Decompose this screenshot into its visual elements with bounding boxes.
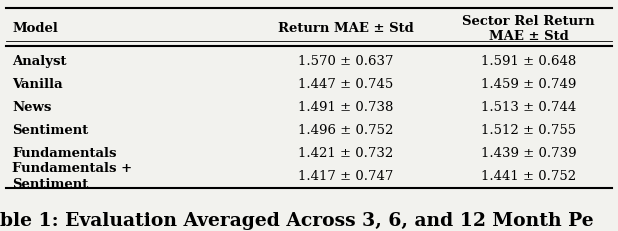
Text: ble 1: Evaluation Averaged Across 3, 6, and 12 Month Pe: ble 1: Evaluation Averaged Across 3, 6, … bbox=[0, 211, 594, 229]
Text: 1.459 ± 0.749: 1.459 ± 0.749 bbox=[481, 78, 576, 91]
Text: 1.417 ± 0.747: 1.417 ± 0.747 bbox=[298, 169, 394, 182]
Text: Model: Model bbox=[12, 22, 58, 35]
Text: Fundamentals +
Sentiment: Fundamentals + Sentiment bbox=[12, 161, 132, 190]
Text: 1.439 ± 0.739: 1.439 ± 0.739 bbox=[481, 146, 576, 159]
Text: 1.591 ± 0.648: 1.591 ± 0.648 bbox=[481, 55, 576, 68]
Text: News: News bbox=[12, 101, 52, 114]
Text: 1.421 ± 0.732: 1.421 ± 0.732 bbox=[298, 146, 394, 159]
Text: 1.447 ± 0.745: 1.447 ± 0.745 bbox=[298, 78, 394, 91]
Text: 1.496 ± 0.752: 1.496 ± 0.752 bbox=[298, 124, 394, 137]
Text: Sentiment: Sentiment bbox=[12, 124, 88, 137]
Text: Return MAE ± Std: Return MAE ± Std bbox=[278, 22, 414, 35]
Text: 1.513 ± 0.744: 1.513 ± 0.744 bbox=[481, 101, 576, 114]
Text: Vanilla: Vanilla bbox=[12, 78, 63, 91]
Text: Analyst: Analyst bbox=[12, 55, 67, 68]
Text: 1.512 ± 0.755: 1.512 ± 0.755 bbox=[481, 124, 576, 137]
Text: Sector Rel Return
MAE ± Std: Sector Rel Return MAE ± Std bbox=[462, 15, 595, 43]
Text: Fundamentals: Fundamentals bbox=[12, 146, 117, 159]
Text: 1.491 ± 0.738: 1.491 ± 0.738 bbox=[298, 101, 394, 114]
Text: 1.441 ± 0.752: 1.441 ± 0.752 bbox=[481, 169, 576, 182]
Text: 1.570 ± 0.637: 1.570 ± 0.637 bbox=[298, 55, 394, 68]
